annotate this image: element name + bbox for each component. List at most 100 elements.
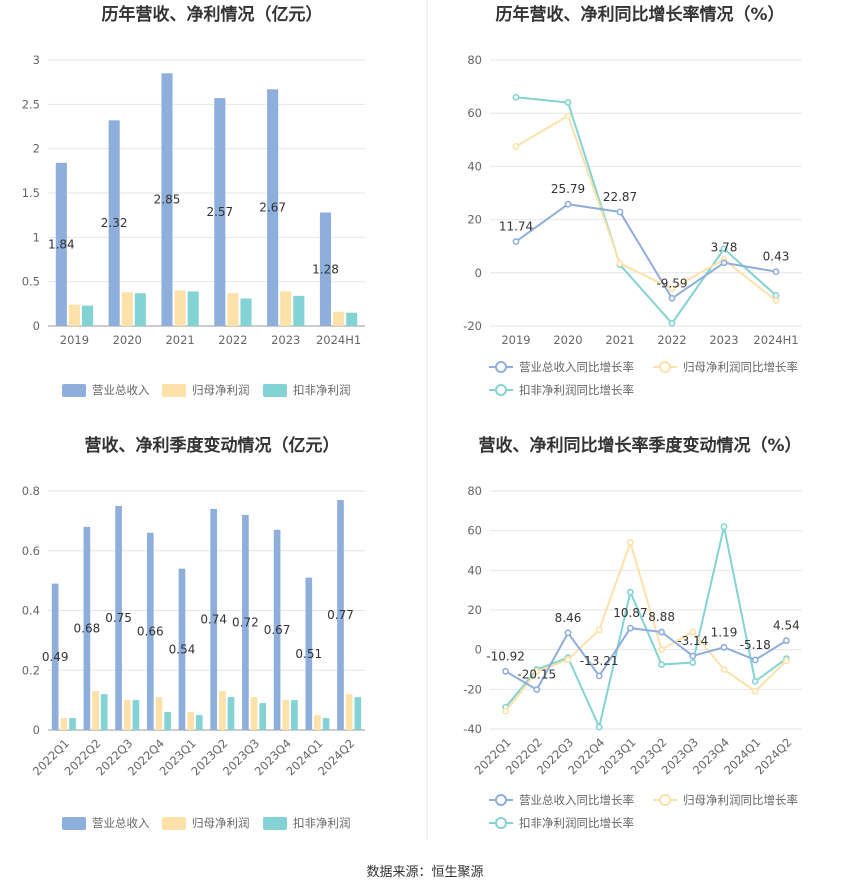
- line-value-label: -10.92: [486, 649, 525, 663]
- data-point: [564, 112, 572, 120]
- legend-label: 归母净利润: [192, 816, 250, 830]
- bar-value-label: 2.67: [259, 201, 286, 215]
- series-line: [504, 539, 788, 712]
- x-tick-label: 2024H1: [316, 333, 361, 347]
- line-value-label: 0.43: [763, 250, 790, 264]
- data-point: [783, 637, 790, 645]
- bar: [164, 712, 171, 730]
- bar: [250, 697, 258, 730]
- bar: [146, 532, 154, 730]
- x-tick-label: 2020: [113, 333, 142, 347]
- bar: [51, 583, 59, 730]
- y-tick-label: 0: [475, 643, 482, 657]
- data-point: [772, 268, 780, 276]
- y-tick-label: 60: [467, 106, 482, 120]
- legend-swatch: [263, 384, 287, 397]
- bar: [68, 304, 80, 326]
- legend-marker: [495, 384, 507, 396]
- y-tick-label: 1.5: [22, 186, 40, 200]
- bar: [227, 293, 239, 326]
- data-point: [658, 661, 665, 668]
- legend-marker: [495, 361, 507, 373]
- line-value-label: 1.19: [711, 625, 738, 639]
- y-tick-label: 20: [467, 603, 482, 617]
- bar: [354, 697, 362, 730]
- line-value-label: 25.79: [551, 182, 585, 196]
- data-point: [668, 285, 676, 293]
- data-point: [689, 628, 697, 636]
- y-tick-label: 2.5: [22, 97, 40, 111]
- bar: [319, 212, 332, 326]
- x-tick-label: 2024H1: [753, 333, 798, 347]
- bar: [240, 298, 252, 326]
- legend-label: 归母净利润: [192, 383, 250, 397]
- y-tick-label: 0.5: [22, 275, 40, 289]
- line-value-label: 22.87: [603, 190, 637, 204]
- y-tick-label: 60: [467, 524, 482, 538]
- bar: [187, 712, 194, 730]
- bar: [273, 529, 281, 730]
- bar: [314, 715, 321, 730]
- line-value-label: -5.18: [740, 638, 771, 652]
- line-value-label: 4.54: [773, 619, 800, 633]
- legend-label: 扣非净利润: [293, 383, 351, 397]
- x-tick-label: 2023: [709, 333, 738, 347]
- data-point: [627, 624, 634, 632]
- line-value-label: -20.15: [517, 668, 556, 682]
- bar: [55, 162, 67, 326]
- legend-label: 归母净利润同比增长率: [683, 360, 798, 374]
- data-point: [595, 626, 603, 634]
- chart-title: 历年营收、净利情况（亿元）: [102, 4, 323, 25]
- series-line: [504, 526, 787, 731]
- data-point: [533, 668, 541, 675]
- bar: [155, 697, 163, 730]
- bar: [259, 703, 267, 730]
- bar: [187, 291, 199, 326]
- bar-value-label: 2.32: [101, 216, 128, 230]
- bar-value-label: 0.54: [169, 642, 196, 656]
- y-tick-label: 0.8: [22, 484, 40, 498]
- legend-swatch: [162, 384, 186, 397]
- bar: [227, 697, 235, 730]
- bar-value-label: 1.28: [312, 262, 339, 276]
- bar-value-label: 0.75: [105, 611, 132, 625]
- data-point: [564, 656, 572, 663]
- legend-marker: [659, 794, 671, 806]
- data-point: [720, 259, 728, 267]
- bar: [132, 700, 140, 730]
- data-point: [502, 667, 509, 675]
- line-value-label: 3.78: [711, 241, 738, 255]
- x-tick-label: 2019: [60, 333, 89, 347]
- data-point: [783, 657, 790, 664]
- bar: [83, 526, 91, 730]
- data-point: [772, 297, 780, 305]
- data-point: [533, 686, 541, 694]
- data-point: [668, 294, 676, 302]
- data-source-note: 数据来源：恒生聚源: [366, 865, 483, 880]
- legend-label: 营业总收入同比增长率: [519, 793, 634, 807]
- bar: [174, 290, 186, 326]
- data-point: [512, 93, 520, 101]
- y-tick-label: 80: [467, 484, 482, 498]
- series-line: [515, 203, 777, 300]
- x-tick-label: 2022: [218, 333, 247, 347]
- bar: [242, 514, 249, 730]
- x-tick-label: 2021: [165, 333, 194, 347]
- y-tick-label: 0: [33, 723, 40, 737]
- y-tick-label: 3: [33, 53, 40, 67]
- data-point: [720, 523, 728, 531]
- legend-swatch: [263, 817, 287, 830]
- data-point: [616, 208, 624, 216]
- legend-label: 扣非净利润同比增长率: [519, 383, 634, 397]
- bar: [345, 694, 353, 730]
- legend-label: 扣非净利润同比增长率: [519, 816, 634, 830]
- bar: [322, 718, 330, 730]
- bar: [280, 291, 292, 326]
- x-tick-label: 2021: [605, 333, 634, 347]
- data-point: [751, 687, 759, 695]
- line-value-label: 11.74: [499, 220, 533, 234]
- bar: [108, 120, 120, 326]
- bar: [115, 505, 122, 730]
